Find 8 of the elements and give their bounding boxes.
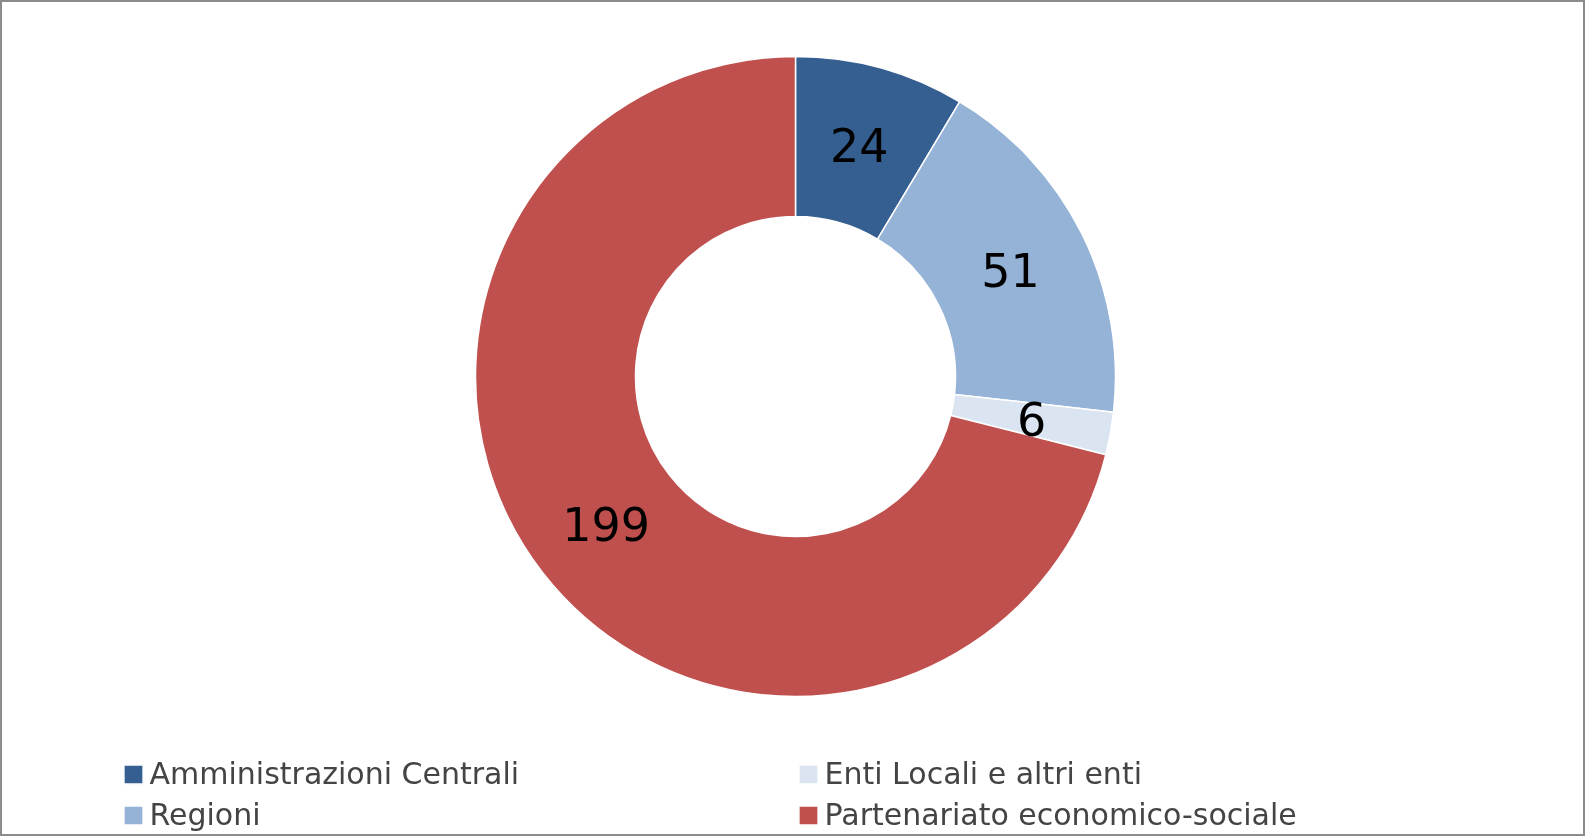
legend-label: Regioni [149, 797, 262, 832]
legend-label: Enti Locali e altri enti [824, 756, 1143, 791]
legend-label: Amministrazioni Centrali [149, 756, 521, 791]
data-label: 24 [830, 119, 889, 174]
data-label: 51 [981, 243, 1040, 298]
data-label: 199 [562, 498, 651, 553]
data-label: 6 [1017, 393, 1047, 448]
legend-label: Partenariato economico-sociale [824, 797, 1298, 832]
